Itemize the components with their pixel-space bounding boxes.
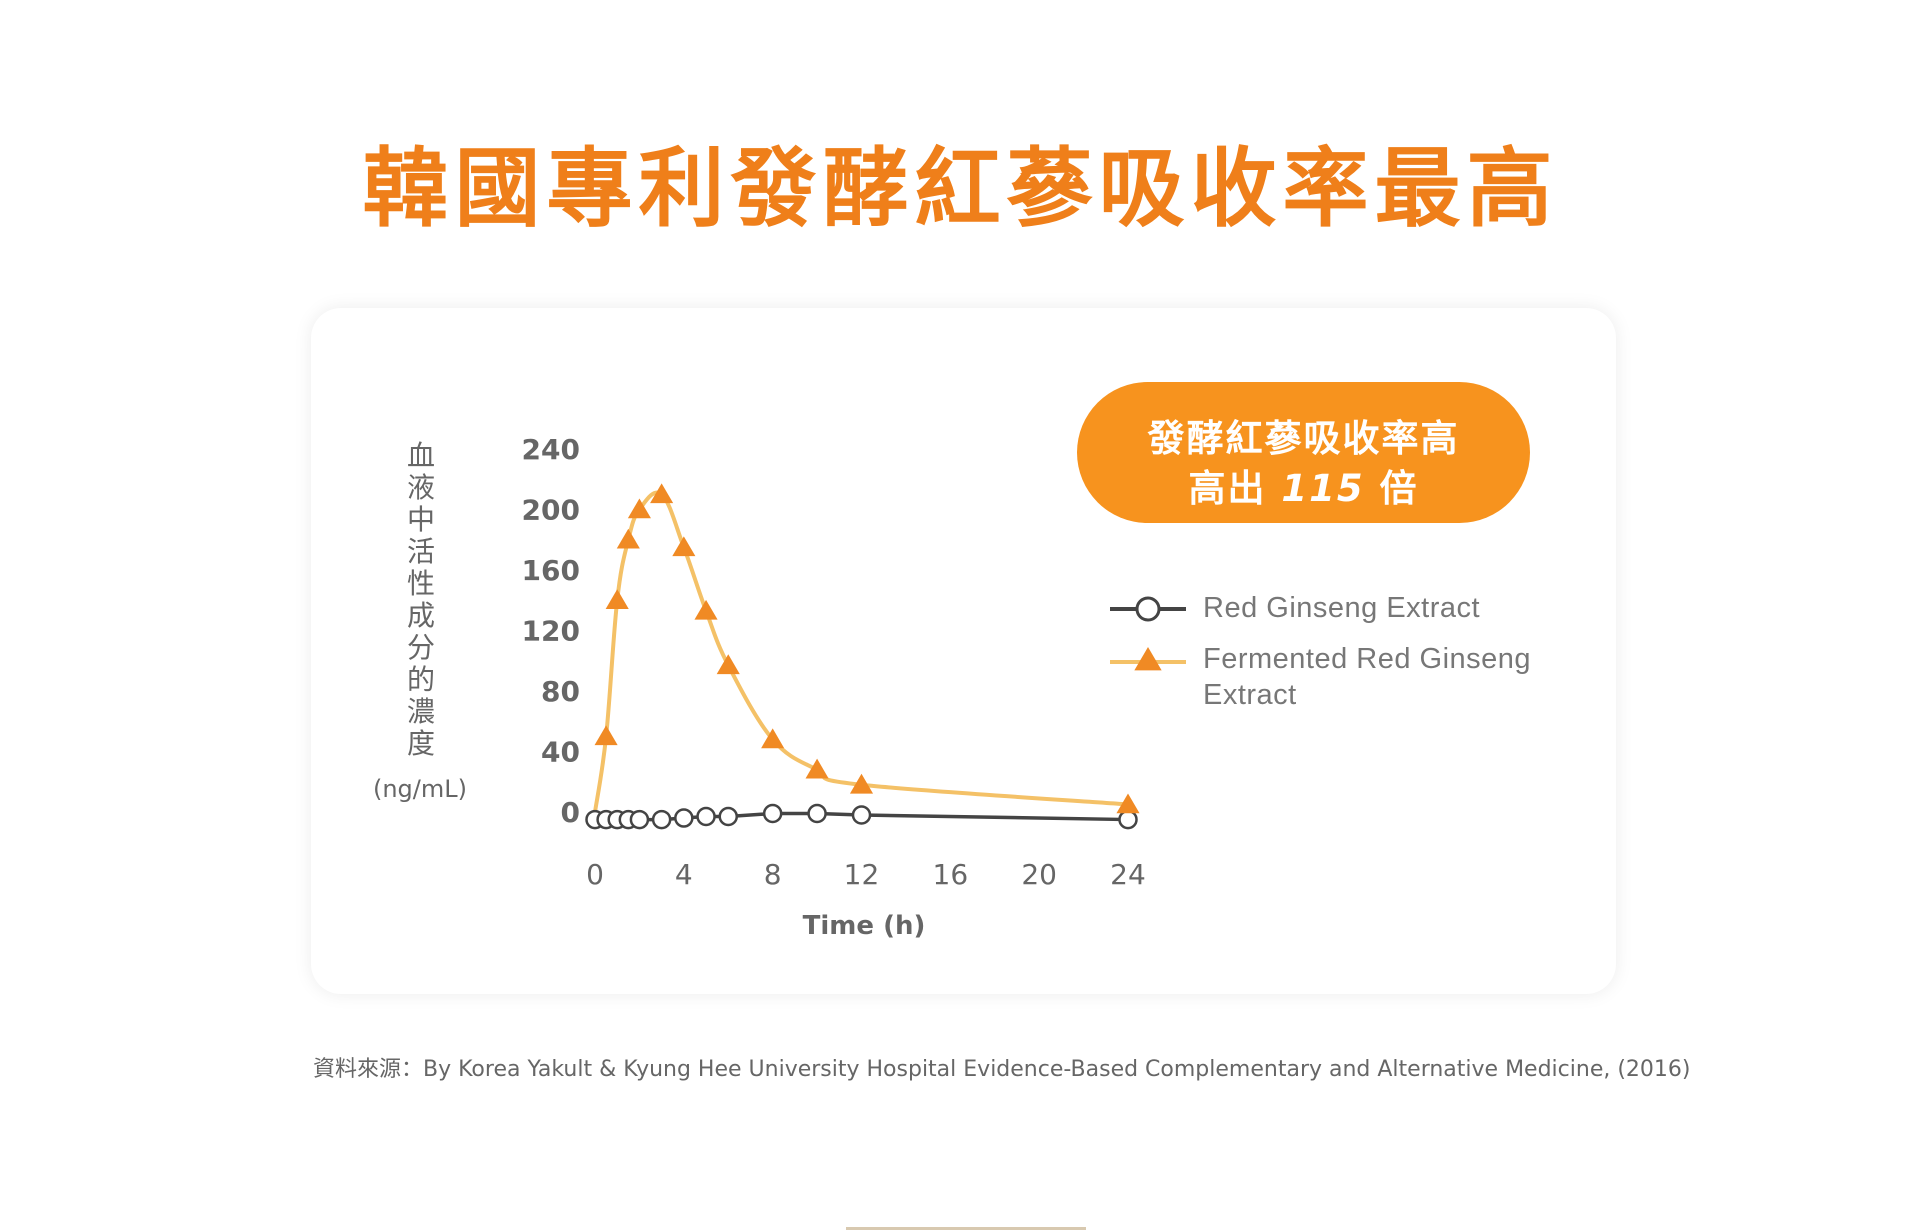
red-ginseng-point	[718, 806, 738, 827]
x-tick-label: 20	[1021, 858, 1057, 891]
y-axis-label-char: 分	[406, 631, 435, 664]
fermented-point	[849, 773, 874, 794]
red-ginseng-point	[762, 803, 783, 824]
x-tick-label: 16	[933, 858, 969, 891]
y-axis-label-char: 成	[406, 599, 435, 632]
y-tick-label: 240	[522, 433, 580, 466]
y-axis-label-char: 活	[406, 535, 435, 568]
y-axis-label-char: 血	[406, 439, 435, 472]
legend-marker-red-ginseng	[1135, 596, 1161, 622]
red-ginseng-point	[651, 809, 672, 830]
y-tick-label: 200	[522, 494, 580, 527]
y-axis-label: 血液中活性成分的濃度	[395, 440, 447, 760]
y-tick-label: 160	[522, 554, 580, 587]
legend-label-fermented: Fermented Red Ginseng Extract	[1203, 643, 1532, 711]
y-axis-label-char: 濃	[406, 695, 435, 728]
badge-number: 115	[1281, 467, 1365, 510]
x-axis-label: Time (h)	[803, 911, 926, 941]
fermented-point	[616, 528, 640, 549]
x-tick-label: 12	[844, 858, 880, 891]
x-tick-label: 0	[586, 858, 604, 891]
fermented-point	[805, 758, 829, 779]
y-axis-label-char: 液	[406, 471, 435, 504]
y-tick-label: 40	[541, 736, 580, 769]
fermented-point	[1116, 793, 1140, 814]
legend-marker-fermented	[1134, 647, 1162, 671]
fermented-point	[716, 654, 740, 675]
fermented-point	[761, 728, 785, 749]
source-citation: 資料來源：By Korea Yakult & Kyung Hee Univers…	[313, 1057, 1691, 1082]
y-axis-label-char: 的	[406, 663, 435, 696]
bottom-divider	[846, 1227, 1086, 1230]
red-ginseng-point	[629, 809, 650, 830]
legend-label-red-ginseng: Red Ginseng Extract	[1203, 592, 1481, 624]
y-axis-unit: (ng/mL)	[372, 775, 467, 803]
highlight-badge: 發酵紅蔘吸收率高 高出 115 倍	[1077, 382, 1530, 523]
y-axis-label-char: 度	[406, 727, 435, 760]
red-ginseng-point	[1118, 809, 1138, 830]
red-ginseng-point	[851, 805, 872, 825]
y-axis-label-char: 性	[406, 567, 435, 600]
x-tick-label: 4	[675, 858, 693, 891]
red-ginseng-point	[674, 808, 694, 828]
red-ginseng-point	[807, 803, 827, 824]
fermented-point	[672, 536, 696, 557]
fermented-point	[605, 589, 629, 610]
badge-prefix: 高出	[1188, 467, 1267, 510]
y-axis-label-char: 中	[406, 503, 435, 536]
badge-line2: 高出 115 倍	[1077, 458, 1530, 512]
x-tick-label: 24	[1110, 858, 1146, 891]
badge-line1: 發酵紅蔘吸收率高	[1147, 417, 1460, 460]
x-tick-label: 8	[764, 858, 782, 891]
y-tick-label: 80	[541, 675, 580, 708]
series-line-fermented	[593, 490, 1129, 813]
fermented-point	[627, 498, 651, 519]
fermented-point	[650, 483, 674, 504]
page-title: 韓國專利發酵紅蔘吸收率最高	[362, 139, 1559, 239]
red-ginseng-point	[696, 806, 716, 827]
fermented-point	[594, 725, 618, 746]
y-tick-label: 120	[522, 615, 580, 648]
y-tick-label: 0	[561, 796, 580, 829]
fermented-point	[694, 599, 718, 620]
badge-suffix: 倍	[1379, 467, 1419, 510]
